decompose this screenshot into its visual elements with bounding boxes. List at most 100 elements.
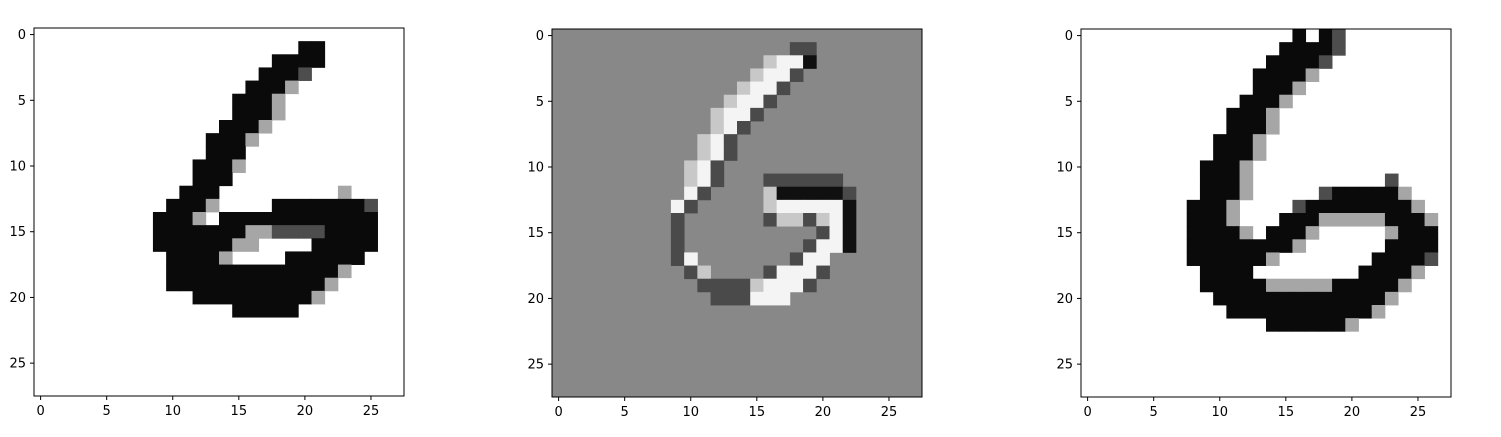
pixel-cell [179,264,193,279]
pixel-cell [311,290,326,305]
pixel-cell [1292,42,1307,56]
pixel-cell [776,199,791,214]
y-tick-label: 0 [536,29,544,44]
pixel-cell [192,264,207,279]
pixel-cell [1252,291,1267,306]
pixel-cell [166,198,180,213]
pixel-cell [1279,94,1293,109]
pixel-cell [1305,278,1320,293]
pixel-cell [166,277,180,292]
pixel-cell [1226,121,1240,135]
pixel-cell [1318,42,1333,56]
pixel-cell [1318,305,1333,319]
pixel-cell [285,198,299,213]
pixel-cell [1239,160,1254,174]
pixel-cell [1226,134,1240,148]
pixel-cell [258,93,273,108]
pixel-cell [1213,239,1227,253]
pixel-cell [763,55,778,69]
pixel-cell [311,238,326,252]
pixel-cell [776,68,791,82]
pixel-cell [219,159,233,173]
x-tick-label: 5 [1150,405,1158,420]
pixel-cell [1332,42,1346,56]
pixel-cell [1239,239,1254,253]
pixel-cell [1371,278,1386,293]
pixel-cell [789,68,804,82]
pixel-cell [311,264,326,279]
pixel-cell [205,185,220,200]
pixel-cell [697,265,711,280]
pixel-cell [723,107,738,122]
pixel-cell [311,198,326,213]
pixel-cell [364,238,378,252]
pixel-cell [258,80,273,95]
pixel-cell [192,251,207,265]
pixel-cell [1266,305,1280,319]
pixel-cell [1199,265,1214,280]
pixel-cell [271,212,286,226]
pixel-cell [1252,239,1267,253]
pixel-cell [245,225,260,239]
pixel-cell [1398,199,1412,214]
pixel-cell [1424,226,1439,240]
pixel-cell [1292,81,1307,96]
pixel-cell [192,185,207,200]
pixel-cell [1332,186,1346,201]
pixel-cell [298,277,312,292]
pixel-cell [1318,186,1333,201]
pixel-cell [271,106,286,121]
pixel-cell [1226,199,1240,214]
x-tick-label: 0 [36,404,44,419]
pixel-cell [1279,239,1293,253]
pixel-cell [1371,252,1386,266]
x-tick-label: 5 [103,404,111,419]
pixel-cell [1252,94,1267,109]
pixel-cell [1305,68,1320,82]
pixel-cell [750,291,764,306]
pixel-cell [219,264,233,279]
pixel-cell [205,159,220,173]
pixel-cell [842,239,857,253]
pixel-cell [1226,107,1240,122]
pixel-cell [789,213,804,227]
pixel-cell [789,42,804,56]
x-tick-label: 0 [554,405,562,420]
pixel-cell [258,290,273,305]
pixel-cell [205,290,220,305]
pixel-cell [776,213,791,227]
pixel-cell [1332,318,1346,332]
pixel-cell [803,199,817,214]
x-tick-label: 20 [297,404,314,419]
pixel-cell [684,160,698,174]
pixel-cell [1411,252,1425,266]
pixel-cell [232,212,246,226]
pixel-cell [1213,265,1227,280]
pixel-cell [1318,199,1333,214]
pixel-cell [803,55,817,69]
pixel-cell [1318,55,1333,69]
pixel-cell [1213,226,1227,240]
pixel-cell [789,265,804,280]
pixel-cell [816,239,830,253]
pixel-cell [1279,81,1293,96]
pixel-cell [1239,291,1254,306]
pixel-cell [789,252,804,266]
pixel-cell [1332,305,1346,319]
pixel-cell [750,107,764,122]
pixel-cell [1371,291,1386,306]
pixel-cell [1384,199,1399,214]
pixel-cell [1305,305,1320,319]
pixel-cell [1358,291,1373,306]
pixel-cell [1318,213,1333,227]
pixel-cell [258,304,273,318]
pixel-cell [1318,29,1333,43]
pixel-cell [1279,278,1293,293]
pixel-cell [803,42,817,56]
pixel-cell [1226,173,1240,188]
pixel-cell [1213,147,1227,161]
pixel-cell [684,186,698,201]
pixel-cell [324,251,339,265]
pixel-cell [763,291,778,306]
pixel-cell [152,238,167,252]
